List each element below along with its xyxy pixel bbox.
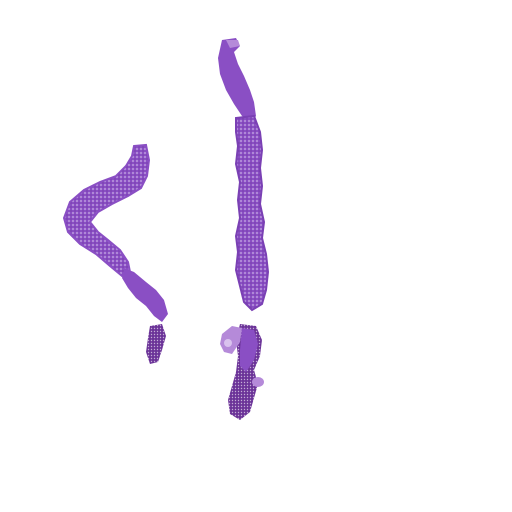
tissue-fragment-right [218, 38, 270, 420]
right-strip-middle [236, 116, 268, 310]
right-strip-side-blob [252, 377, 264, 387]
left-strip-upper [64, 145, 149, 276]
right-strip-top [218, 38, 256, 122]
left-strip-lower [122, 268, 168, 322]
right-strip-middle-edge [234, 114, 270, 312]
left-strip-tail [146, 324, 166, 364]
right-strip-pale-dot [224, 339, 232, 347]
right-strip-top-highlight [226, 40, 240, 48]
tissue-fragment-left [62, 143, 168, 364]
right-strip-lower-body [240, 328, 258, 372]
right-strip-pale-fragment [220, 326, 242, 354]
